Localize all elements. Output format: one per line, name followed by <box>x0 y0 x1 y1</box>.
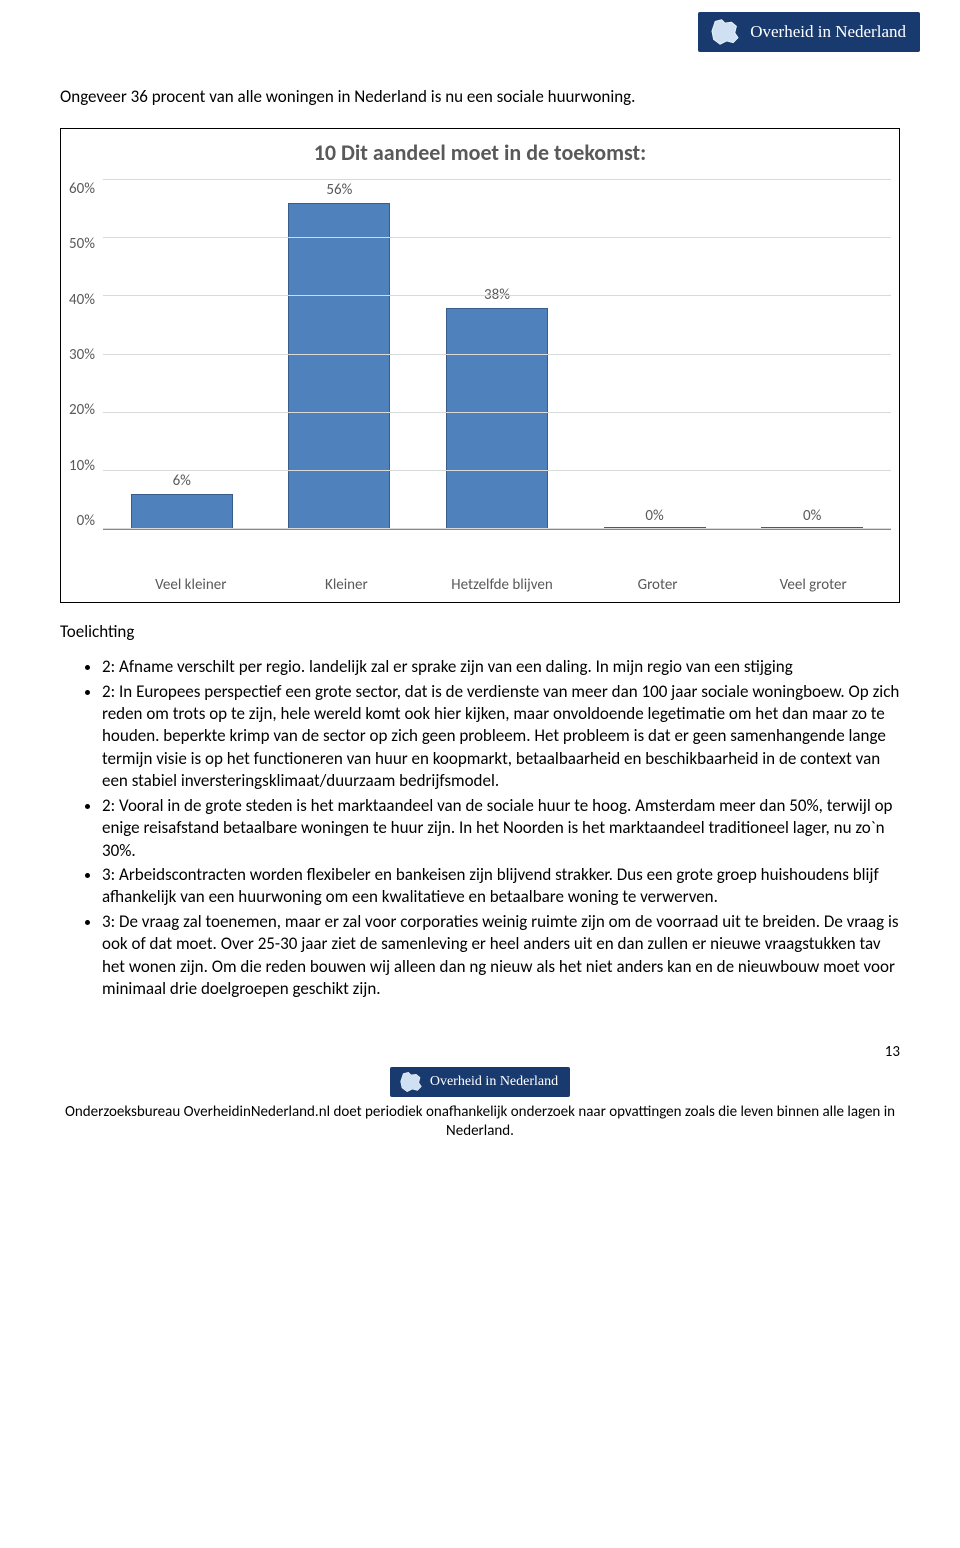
y-tick-label: 40% <box>69 291 95 309</box>
bullet-item: 3: Arbeidscontracten worden flexibeler e… <box>102 864 900 909</box>
bar-slot: 0% <box>741 180 883 529</box>
toelichting-heading: Toelichting <box>60 621 900 642</box>
gridline <box>103 528 891 529</box>
bar-slot: 6% <box>111 180 253 529</box>
intro-paragraph: Ongeveer 36 procent van alle woningen in… <box>60 86 900 108</box>
chart-plot-area: 60% 50% 40% 30% 20% 10% 0% 6% 56% 38% 0% 0% <box>69 180 891 570</box>
gridline <box>103 470 891 471</box>
bullet-list: 2: Afname verschilt per regio. landelijk… <box>60 656 900 1001</box>
x-axis-labels: Veel kleiner Kleiner Hetzelfde blijven Grot… <box>113 576 891 594</box>
bars-group: 6% 56% 38% 0% 0% <box>103 180 891 529</box>
y-tick-label: 60% <box>69 180 95 198</box>
y-axis: 60% 50% 40% 30% 20% 10% 0% <box>69 180 103 530</box>
gridline <box>103 295 891 296</box>
netherlands-map-icon <box>398 1071 424 1093</box>
bullet-item: 2: Afname verschilt per regio. landelijk… <box>102 656 900 678</box>
bar-value-label: 0% <box>645 507 663 525</box>
y-tick-label: 20% <box>69 401 95 419</box>
bar <box>131 494 233 529</box>
chart-title: 10 Dit aandeel moet in de toekomst: <box>69 139 891 166</box>
bar-value-label: 56% <box>326 181 352 199</box>
x-tick-label: Groter <box>588 576 728 594</box>
bar <box>288 203 390 529</box>
chart-container: 10 Dit aandeel moet in de toekomst: 60% 5… <box>60 128 900 603</box>
netherlands-map-icon <box>708 18 742 46</box>
y-tick-label: 10% <box>69 457 95 475</box>
footer: Overheid in Nederland Onderzoeksbureau O… <box>0 1067 960 1172</box>
header-banner: Overheid in Nederland <box>0 0 960 56</box>
y-tick-label: 30% <box>69 346 95 364</box>
bullet-item: 2: Vooral in de grote steden is het mark… <box>102 795 900 862</box>
bullet-item: 2: In Europees perspectief een grote sec… <box>102 681 900 793</box>
x-tick-label: Veel kleiner <box>121 576 261 594</box>
footer-banner-text: Overheid in Nederland <box>430 1074 558 1090</box>
gridline <box>103 354 891 355</box>
page-number: 13 <box>0 1003 960 1067</box>
gridline <box>103 179 891 180</box>
y-tick-label: 50% <box>69 235 95 253</box>
x-tick-label: Kleiner <box>276 576 416 594</box>
bar-value-label: 6% <box>173 472 191 490</box>
gridline <box>103 237 891 238</box>
x-tick-label: Veel groter <box>743 576 883 594</box>
logo-box: Overheid in Nederland <box>698 12 920 52</box>
bar-value-label: 0% <box>803 507 821 525</box>
banner-text: Overheid in Nederland <box>750 22 906 42</box>
bar-slot: 38% <box>426 180 568 529</box>
gridline <box>103 412 891 413</box>
x-tick-label: Hetzelfde blijven <box>432 576 572 594</box>
y-tick-label: 0% <box>77 512 95 530</box>
bar-slot: 56% <box>268 180 410 529</box>
main-content: Ongeveer 36 procent van alle woningen in… <box>0 56 960 1001</box>
bar-slot: 0% <box>584 180 726 529</box>
plot-region: 6% 56% 38% 0% 0% <box>103 180 891 530</box>
bar <box>446 308 548 529</box>
bullet-item: 3: De vraag zal toenemen, maar er zal vo… <box>102 911 900 1001</box>
footer-logo: Overheid in Nederland <box>390 1067 570 1097</box>
footer-text: Onderzoeksbureau OverheidinNederland.nl … <box>60 1103 900 1142</box>
